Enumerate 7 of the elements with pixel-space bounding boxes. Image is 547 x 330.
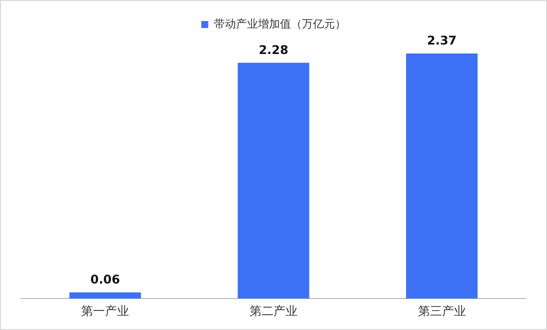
x-tick-label: 第二产业 bbox=[250, 304, 298, 318]
x-tick-label: 第三产业 bbox=[418, 304, 466, 318]
data-label: 0.06 bbox=[90, 272, 120, 287]
legend-label: 带动产业增加值（万亿元） bbox=[214, 17, 346, 30]
data-label: 2.28 bbox=[258, 42, 288, 57]
data-label: 2.37 bbox=[427, 34, 457, 48]
x-tick-label: 第一产业 bbox=[81, 304, 130, 318]
